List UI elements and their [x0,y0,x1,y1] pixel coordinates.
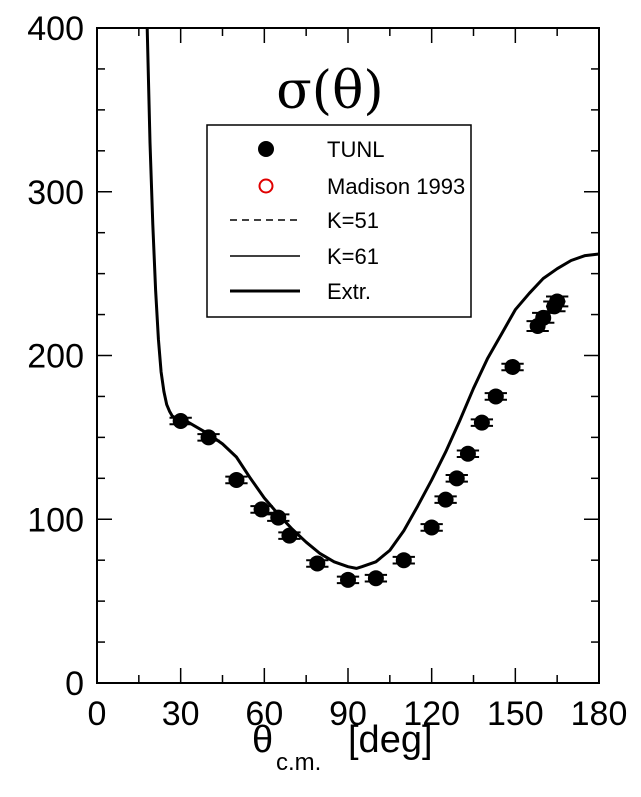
tunl-marker [200,429,217,446]
tunl-marker [340,571,356,588]
y-tick-label: 400 [27,10,84,48]
legend-madison-marker [258,178,274,194]
y-tick-label: 0 [65,665,84,703]
tunl-point [456,445,480,462]
legend-k61-label: K=61 [327,244,379,269]
tunl-marker [309,555,326,572]
tunl-point [306,555,329,572]
tunl-marker [459,445,476,462]
legend-tunl-marker [258,141,274,157]
tunl-point [470,414,494,431]
tunl-point [225,471,248,488]
tunl-point [364,570,388,587]
tunl-point [546,293,569,310]
x-tick-label: 30 [162,695,200,733]
x-tick-label: 90 [329,695,367,733]
points-layer [169,293,569,588]
legend-k51-label: K=51 [327,208,379,233]
tunl-marker [281,527,298,544]
tunl-point [484,388,507,405]
legend-madison-label: Madison 1993 [327,174,465,199]
tunl-marker [549,293,566,310]
tunl-marker [504,358,521,375]
axis-ticks [96,27,600,684]
tunl-point [434,491,457,508]
curve-layer [145,27,600,570]
x-tick-label: 60 [245,695,283,733]
legend-tunl-label: TUNL [327,137,384,162]
tunl-marker [172,413,189,429]
legend: TUNL Madison 1993 K=51 K=61 Extr. [206,124,472,318]
tunl-marker [423,519,440,536]
legend-extr-label: Extr. [327,279,371,304]
tunl-marker [437,491,454,508]
y-tick-label: 300 [27,174,84,212]
tunl-point [392,552,415,569]
series-extr-line [145,27,600,570]
tunl-point [250,501,273,518]
x-axis-label-sub: c.m. [276,749,321,776]
legend-box [206,124,472,318]
x-tick-label: 0 [88,695,107,733]
x-tick-label: 120 [403,695,460,733]
tunl-point [501,358,524,375]
tunl-marker [270,509,287,526]
x-tick-labels: 0 30 60 90 120 150 180 [88,695,628,733]
tunl-point [278,527,301,544]
tunl-marker [395,552,412,569]
x-axis-label-unit: [deg] [348,719,433,761]
tunl-point [197,429,220,446]
chart-title: σ(θ) [276,61,383,121]
tunl-point [336,571,360,588]
x-axis-label-main: θ [252,719,273,761]
tunl-point [420,519,443,536]
tunl-marker [473,414,490,431]
tunl-marker [228,471,245,488]
x-tick-label: 180 [571,695,628,733]
tunl-point [445,470,468,487]
tunl-marker [535,309,552,326]
y-tick-label: 100 [27,501,84,539]
tunl-marker [253,501,270,518]
tunl-point [267,509,290,526]
y-tick-label: 200 [27,338,84,376]
y-tick-labels: 0 100 200 300 400 [27,10,84,703]
tunl-marker [487,388,504,405]
x-tick-label: 150 [487,695,544,733]
tunl-point [169,413,192,429]
tunl-marker [448,470,465,487]
tunl-marker [367,570,384,587]
